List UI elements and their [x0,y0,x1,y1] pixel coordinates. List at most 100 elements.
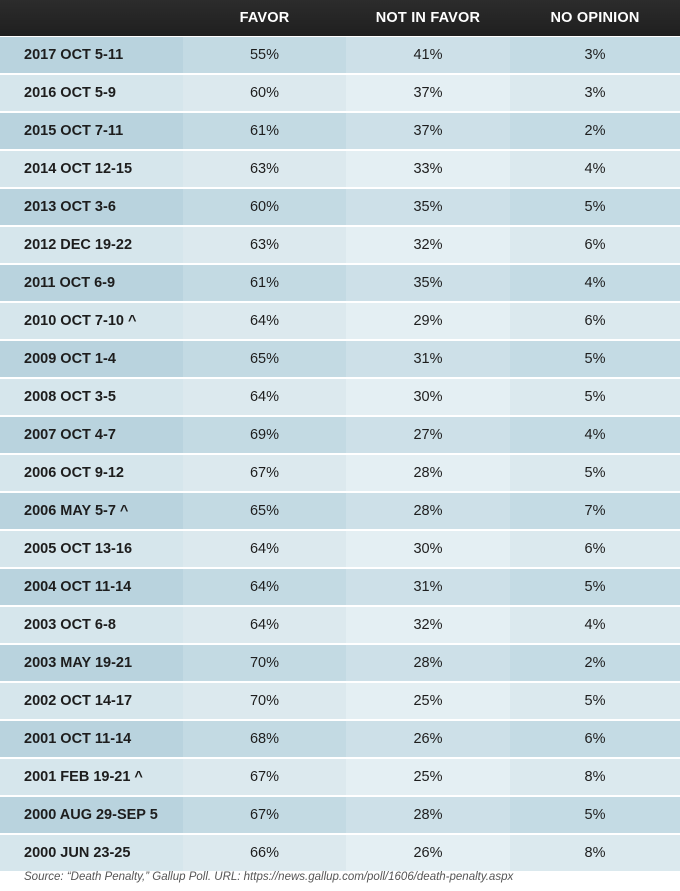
no-opinion-value: 2% [510,645,680,681]
not-in-favor-value: 37% [346,113,510,149]
row-date: 2011 OCT 6-9 [0,265,183,301]
table-row: 2016 OCT 5-9 60% 37% 3% [0,75,680,111]
favor-value: 70% [183,683,346,719]
row-date: 2000 JUN 23-25 [0,835,183,871]
row-date: 2013 OCT 3-6 [0,189,183,225]
table-row: 2012 DEC 19-22 63% 32% 6% [0,227,680,263]
not-in-favor-value: 32% [346,607,510,643]
row-date: 2001 OCT 11-14 [0,721,183,757]
no-opinion-value: 6% [510,303,680,339]
no-opinion-value: 5% [510,797,680,833]
table-row: 2014 OCT 12-15 63% 33% 4% [0,151,680,187]
row-date: 2003 MAY 19-21 [0,645,183,681]
not-in-favor-value: 35% [346,265,510,301]
no-opinion-value: 3% [510,37,680,73]
favor-value: 67% [183,759,346,795]
favor-value: 61% [183,113,346,149]
table-row: 2000 AUG 29-SEP 5 67% 28% 5% [0,797,680,833]
not-in-favor-value: 28% [346,797,510,833]
not-in-favor-value: 29% [346,303,510,339]
no-opinion-value: 4% [510,607,680,643]
no-opinion-value: 5% [510,341,680,377]
table-row: 2010 OCT 7-10 ^ 64% 29% 6% [0,303,680,339]
not-in-favor-value: 28% [346,455,510,491]
no-opinion-value: 8% [510,759,680,795]
favor-value: 55% [183,37,346,73]
not-in-favor-value: 27% [346,417,510,453]
table-body: 2017 OCT 5-11 55% 41% 3% 2016 OCT 5-9 60% 37% 3… [0,37,680,873]
favor-value: 64% [183,303,346,339]
not-in-favor-value: 25% [346,683,510,719]
row-date: 2016 OCT 5-9 [0,75,183,111]
not-in-favor-value: 37% [346,75,510,111]
header-not-in-favor: NOT IN FAVOR [375,10,481,26]
favor-value: 68% [183,721,346,757]
row-date: 2003 OCT 6-8 [0,607,183,643]
favor-value: 63% [183,227,346,263]
favor-value: 63% [183,151,346,187]
no-opinion-value: 6% [510,227,680,263]
row-date: 2006 OCT 9-12 [0,455,183,491]
favor-value: 66% [183,835,346,871]
favor-value: 67% [183,797,346,833]
row-date: 2002 OCT 14-17 [0,683,183,719]
not-in-favor-value: 30% [346,379,510,415]
table-row: 2001 FEB 19-21 ^ 67% 25% 8% [0,759,680,795]
table-row: 2004 OCT 11-14 64% 31% 5% [0,569,680,605]
table-row: 2006 MAY 5-7 ^ 65% 28% 7% [0,493,680,529]
not-in-favor-value: 26% [346,835,510,871]
table-row: 2000 JUN 23-25 66% 26% 8% [0,835,680,871]
table-row: 2003 MAY 19-21 70% 28% 2% [0,645,680,681]
row-date: 2009 OCT 1-4 [0,341,183,377]
favor-value: 60% [183,75,346,111]
not-in-favor-value: 33% [346,151,510,187]
row-date: 2008 OCT 3-5 [0,379,183,415]
table-row: 2005 OCT 13-16 64% 30% 6% [0,531,680,567]
not-in-favor-value: 28% [346,645,510,681]
no-opinion-value: 6% [510,721,680,757]
table-row: 2015 OCT 7-11 61% 37% 2% [0,113,680,149]
row-date: 2004 OCT 11-14 [0,569,183,605]
favor-value: 65% [183,493,346,529]
favor-value: 61% [183,265,346,301]
no-opinion-value: 5% [510,455,680,491]
not-in-favor-value: 41% [346,37,510,73]
row-date: 2014 OCT 12-15 [0,151,183,187]
no-opinion-value: 7% [510,493,680,529]
no-opinion-value: 6% [510,531,680,567]
not-in-favor-value: 35% [346,189,510,225]
favor-value: 64% [183,531,346,567]
row-date: 2012 DEC 19-22 [0,227,183,263]
no-opinion-value: 5% [510,569,680,605]
not-in-favor-value: 32% [346,227,510,263]
row-date: 2000 AUG 29-SEP 5 [0,797,183,833]
no-opinion-value: 5% [510,189,680,225]
no-opinion-value: 5% [510,379,680,415]
header-favor: FAVOR [239,10,290,26]
no-opinion-value: 4% [510,151,680,187]
not-in-favor-value: 26% [346,721,510,757]
favor-value: 64% [183,607,346,643]
favor-value: 67% [183,455,346,491]
source-note: Source: “Death Penalty,” Gallup Poll. UR… [24,871,514,883]
table-row: 2008 OCT 3-5 64% 30% 5% [0,379,680,415]
row-date: 2007 OCT 4-7 [0,417,183,453]
favor-value: 64% [183,569,346,605]
favor-value: 69% [183,417,346,453]
row-date: 2010 OCT 7-10 ^ [0,303,183,339]
table-header: FAVOR NOT IN FAVOR NO OPINION [0,0,680,36]
table-row: 2006 OCT 9-12 67% 28% 5% [0,455,680,491]
favor-value: 60% [183,189,346,225]
not-in-favor-value: 31% [346,341,510,377]
table-row: 2007 OCT 4-7 69% 27% 4% [0,417,680,453]
row-date: 2006 MAY 5-7 ^ [0,493,183,529]
row-date: 2005 OCT 13-16 [0,531,183,567]
table-row: 2003 OCT 6-8 64% 32% 4% [0,607,680,643]
header-no-opinion: NO OPINION [550,10,640,26]
no-opinion-value: 3% [510,75,680,111]
no-opinion-value: 4% [510,265,680,301]
no-opinion-value: 2% [510,113,680,149]
row-date: 2017 OCT 5-11 [0,37,183,73]
favor-value: 70% [183,645,346,681]
